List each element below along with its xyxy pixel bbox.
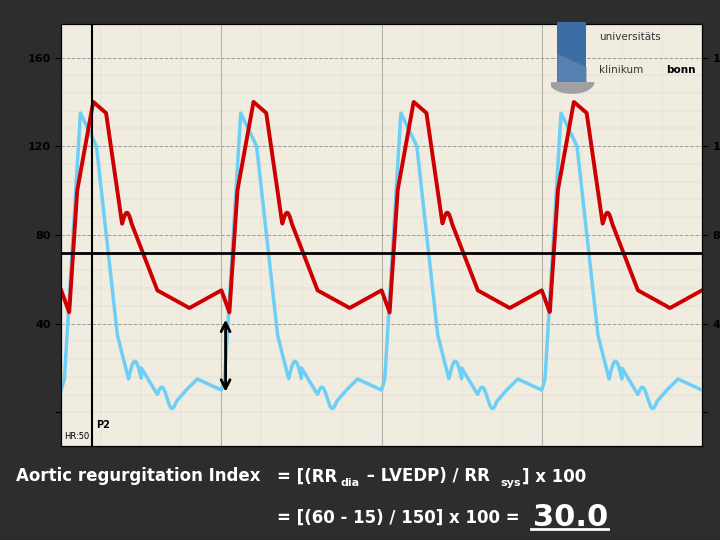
Wedge shape — [549, 82, 595, 94]
Text: bonn: bonn — [666, 65, 696, 76]
Text: P2: P2 — [96, 420, 110, 430]
Text: = [(60 - 15) / 150] x 100 =: = [(60 - 15) / 150] x 100 = — [277, 508, 526, 526]
Text: = [(RR: = [(RR — [277, 467, 338, 485]
Text: klinikum: klinikum — [599, 65, 644, 76]
Bar — [557, 22, 586, 82]
Polygon shape — [557, 53, 586, 82]
Text: – LVEDP) / RR: – LVEDP) / RR — [361, 467, 490, 485]
Text: ] x 100: ] x 100 — [522, 467, 586, 485]
Text: 30.0: 30.0 — [533, 503, 608, 532]
Text: sys: sys — [500, 478, 521, 488]
Text: Aortic regurgitation Index: Aortic regurgitation Index — [16, 467, 261, 485]
Text: universitäts: universitäts — [599, 32, 661, 42]
Text: dia: dia — [341, 478, 360, 488]
Text: HR:50: HR:50 — [64, 432, 89, 441]
